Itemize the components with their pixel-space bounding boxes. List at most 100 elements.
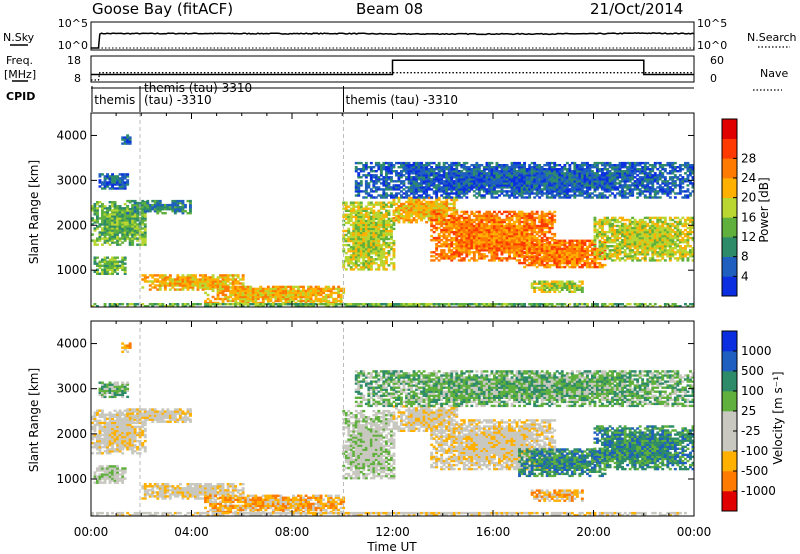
noise-right-tick-top: 10^5 <box>697 17 727 30</box>
power-cell <box>415 161 418 165</box>
power-cell <box>98 264 102 267</box>
power-cell <box>580 245 584 249</box>
power-cell <box>131 207 135 210</box>
power-cell <box>457 190 461 193</box>
power-cell <box>357 264 361 267</box>
power-cell <box>523 261 527 265</box>
power-cell <box>455 208 459 212</box>
power-cell <box>254 291 258 295</box>
power-cell <box>648 224 652 228</box>
power-cell <box>686 243 690 246</box>
power-cell <box>420 208 423 212</box>
power-cell <box>294 285 298 289</box>
power-cell <box>498 259 501 262</box>
power-cell <box>128 142 132 145</box>
power-cell <box>684 245 687 248</box>
power-cell <box>98 233 102 236</box>
power-cell <box>606 239 609 242</box>
power-cell <box>395 208 398 212</box>
power-cell <box>374 229 378 233</box>
power-cell <box>281 297 285 301</box>
power-cell <box>525 251 529 254</box>
power-cell <box>488 210 491 214</box>
power-cell <box>364 243 368 247</box>
power-cell <box>460 257 464 260</box>
power-cell <box>643 230 647 234</box>
power-cell <box>178 282 182 285</box>
power-cell <box>229 274 233 277</box>
power-cell <box>374 239 378 243</box>
power-cell <box>216 291 220 295</box>
power-cell <box>382 219 386 223</box>
power-cell <box>530 228 534 232</box>
power-cell <box>133 229 137 232</box>
power-cell <box>181 278 185 281</box>
power-cell <box>565 280 569 283</box>
power-cell <box>588 243 592 247</box>
power-cell <box>377 176 381 179</box>
power-cell <box>510 222 514 226</box>
power-cell <box>387 205 391 208</box>
power-cell <box>626 234 630 238</box>
power-cell <box>161 206 165 209</box>
power-cell <box>570 265 574 269</box>
power-cell <box>158 276 162 279</box>
power-cell <box>623 230 627 234</box>
power-cell <box>349 250 353 253</box>
power-cell <box>379 196 383 199</box>
power-cell <box>661 247 665 250</box>
power-cell <box>530 286 534 289</box>
power-cell <box>420 188 423 191</box>
power-cell <box>661 226 665 230</box>
power-cell <box>591 249 594 253</box>
power-cell <box>402 174 406 177</box>
power-cell <box>364 186 368 189</box>
power-cell <box>369 262 373 265</box>
power-cell <box>535 226 539 230</box>
power-cell <box>103 205 107 208</box>
power-cell <box>402 214 406 218</box>
power-cell <box>633 228 637 232</box>
power-cell <box>377 164 381 167</box>
power-cell <box>618 243 622 246</box>
power-cell <box>570 245 574 249</box>
power-cell <box>206 287 210 291</box>
power-cell <box>457 222 461 226</box>
power-cell <box>467 249 471 252</box>
power-cell <box>239 297 243 301</box>
power-cell <box>485 210 489 214</box>
power-cell <box>128 215 132 218</box>
power-cell <box>312 291 315 295</box>
power-cell <box>658 230 662 234</box>
power-cell <box>133 201 137 205</box>
power-cell <box>189 208 192 211</box>
power-cell <box>292 297 295 301</box>
power-cell <box>452 206 456 210</box>
power-cell <box>402 206 406 210</box>
power-cell <box>400 208 403 212</box>
power-cell <box>156 284 160 287</box>
power-cell <box>432 170 436 173</box>
power-cell <box>374 190 378 193</box>
power-cell <box>412 182 416 185</box>
power-cell <box>440 220 444 224</box>
power-cell <box>455 226 459 230</box>
power-cell <box>168 276 172 279</box>
power-cell <box>518 261 521 265</box>
power-cell <box>297 291 300 295</box>
power-cell <box>525 245 529 249</box>
power-cell <box>133 217 137 220</box>
power-cell <box>143 206 147 209</box>
power-cell <box>111 177 114 180</box>
power-cell <box>613 228 617 232</box>
power-cell <box>101 223 104 226</box>
power-cell <box>133 223 137 226</box>
power-cell <box>442 212 446 216</box>
power-cell <box>417 176 421 179</box>
power-cell <box>156 203 160 207</box>
power-cell <box>543 251 547 255</box>
power-cell <box>550 243 554 247</box>
power-cell <box>136 210 140 213</box>
power-cell <box>648 245 652 248</box>
power-cell <box>395 161 398 165</box>
